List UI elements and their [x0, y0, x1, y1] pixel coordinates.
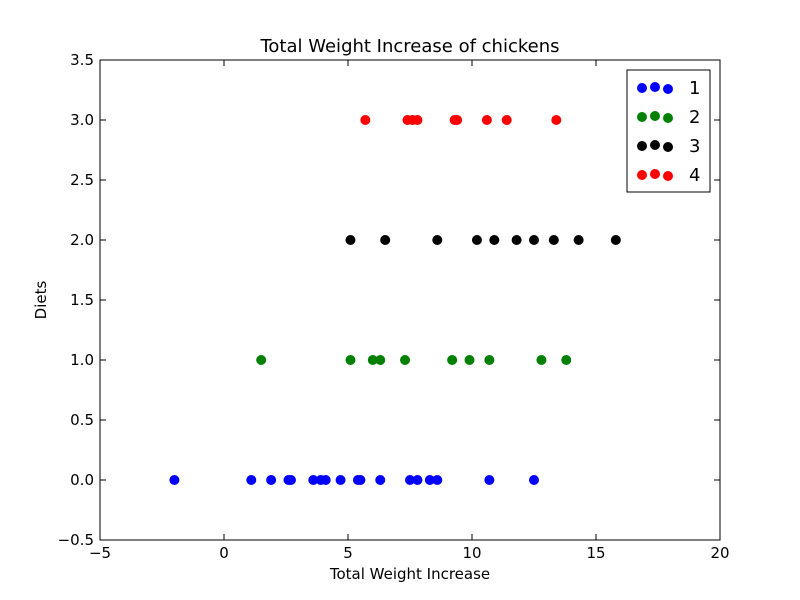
series-1 — [169, 475, 539, 485]
x-axis-title: Total Weight Increase — [329, 565, 490, 583]
data-point-series-4 — [551, 115, 562, 125]
data-point-series-3 — [511, 235, 522, 245]
legend-marker — [663, 171, 673, 181]
data-point-series-1 — [169, 475, 180, 485]
data-point-series-3 — [380, 235, 391, 245]
data-point-series-2 — [375, 355, 386, 365]
x-tick-label: 0 — [219, 544, 229, 562]
data-point-series-4 — [501, 115, 512, 125]
y-tick-label: 2.5 — [70, 171, 94, 189]
data-point-series-1 — [375, 475, 386, 485]
data-point-series-3 — [489, 235, 500, 245]
legend-marker — [637, 170, 647, 180]
x-tick-label: 15 — [586, 544, 605, 562]
data-point-series-2 — [464, 355, 475, 365]
data-point-series-1 — [308, 475, 319, 485]
legend-marker — [650, 82, 660, 92]
data-point-series-3 — [432, 235, 443, 245]
data-point-series-1 — [412, 475, 423, 485]
legend-label: 1 — [689, 78, 700, 99]
data-point-series-2 — [561, 355, 572, 365]
data-point-series-1 — [405, 475, 415, 485]
y-tick-label: 2.0 — [70, 231, 94, 249]
data-point-series-3 — [529, 235, 539, 245]
data-point-series-4 — [360, 115, 371, 125]
data-point-series-1 — [285, 475, 296, 485]
legend-marker — [663, 142, 673, 152]
y-tick-label: 1.0 — [70, 351, 94, 369]
y-tick-label: 1.5 — [70, 291, 94, 309]
series-2 — [256, 355, 572, 365]
data-point-series-2 — [345, 355, 356, 365]
data-point-series-1 — [320, 475, 331, 485]
data-point-series-4 — [452, 115, 463, 125]
data-point-series-1 — [266, 475, 277, 485]
plot-area: −5 0 5 10 15 20 −0.5 0.0 0.5 1.0 1.5 2.0 2.5 3.0 3.5 — [58, 51, 730, 562]
data-point-series-4 — [481, 115, 492, 125]
data-point-series-1 — [484, 475, 495, 485]
data-point-series-3 — [610, 235, 621, 245]
data-point-series-2 — [400, 355, 411, 365]
legend-marker — [650, 111, 660, 121]
legend-marker — [650, 169, 660, 179]
x-tick-label: 10 — [462, 544, 481, 562]
legend-entry-4: 4 — [637, 165, 700, 186]
legend-label: 4 — [689, 165, 700, 186]
data-point-series-3 — [345, 235, 356, 245]
data-point-series-3 — [573, 235, 584, 245]
x-tick-label: −5 — [89, 544, 111, 562]
legend-marker — [637, 83, 647, 93]
legend-label: 2 — [689, 107, 700, 128]
y-axis-title: Diets — [32, 281, 50, 320]
data-point-series-4 — [412, 115, 423, 125]
chart-title: Total Weight Increase of chickens — [259, 36, 559, 57]
y-tick-label: 0.0 — [70, 471, 94, 489]
data-point-series-2 — [536, 355, 547, 365]
data-point-series-2 — [367, 355, 378, 365]
y-tick-label: −0.5 — [58, 531, 94, 549]
legend-marker — [637, 112, 647, 122]
data-points — [169, 115, 621, 485]
series-3 — [345, 235, 621, 245]
legend-marker — [650, 140, 660, 150]
legend: 1 2 3 4 — [626, 69, 711, 193]
legend-marker — [637, 141, 647, 151]
y-tick-label: 0.5 — [70, 411, 94, 429]
y-tick-label: 3.5 — [70, 51, 94, 69]
legend-entry-3: 3 — [637, 136, 700, 157]
data-point-series-2 — [256, 355, 267, 365]
data-point-series-1 — [335, 475, 346, 485]
data-point-series-2 — [447, 355, 458, 365]
series-4 — [360, 115, 562, 125]
data-point-series-2 — [484, 355, 495, 365]
y-tick-label: 3.0 — [70, 111, 94, 129]
data-point-series-3 — [548, 235, 559, 245]
legend-marker — [663, 84, 673, 94]
data-point-series-3 — [471, 235, 482, 245]
data-point-series-1 — [432, 475, 443, 485]
legend-entry-1: 1 — [637, 78, 700, 99]
x-tick-label: 5 — [343, 544, 353, 562]
legend-entry-2: 2 — [637, 107, 700, 128]
data-point-series-1 — [529, 475, 539, 485]
x-tick-label: 20 — [710, 544, 729, 562]
data-point-series-1 — [355, 475, 366, 485]
data-point-series-1 — [424, 475, 435, 485]
data-point-series-1 — [246, 475, 257, 485]
legend-marker — [663, 113, 673, 123]
legend-label: 3 — [689, 136, 700, 157]
